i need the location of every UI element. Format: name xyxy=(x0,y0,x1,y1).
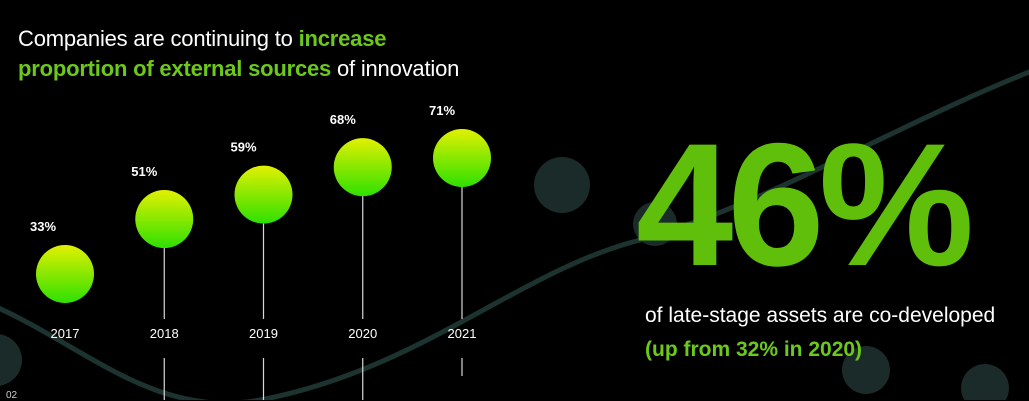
value-label: 51% xyxy=(131,164,157,179)
page-number: 02 xyxy=(6,390,18,401)
category-label: 2019 xyxy=(249,326,278,341)
value-label: 71% xyxy=(429,103,455,118)
data-bubble xyxy=(433,129,491,187)
value-label: 68% xyxy=(330,112,356,127)
data-bubble xyxy=(36,245,94,303)
headline: Companies are continuing to increase pro… xyxy=(18,24,459,84)
decorative-dot xyxy=(842,346,890,394)
decorative-dot xyxy=(0,334,22,386)
category-label: 2018 xyxy=(150,326,179,341)
stat-caption: of late-stage assets are co-developed xyxy=(645,304,996,327)
value-label: 33% xyxy=(30,219,56,234)
stat-subcaption: (up from 32% in 2020) xyxy=(645,338,863,361)
data-bubble xyxy=(234,165,293,224)
category-label: 2021 xyxy=(448,326,477,341)
headline-text: Companies are continuing to xyxy=(18,26,299,51)
value-label: 59% xyxy=(230,140,256,155)
stat-number: 46% xyxy=(636,108,974,303)
decorative-dot xyxy=(534,157,590,213)
category-label: 2020 xyxy=(348,326,377,341)
decorative-dot xyxy=(633,202,677,246)
headline-text: of innovation xyxy=(331,56,460,81)
decorative-dot xyxy=(961,364,1009,400)
data-bubble xyxy=(135,190,194,249)
category-label: 2017 xyxy=(51,326,80,341)
headline-highlight: proportion of external sources xyxy=(18,56,332,81)
headline-highlight: increase xyxy=(298,26,387,51)
decorative-wave xyxy=(0,69,1029,400)
data-bubble xyxy=(333,138,392,197)
